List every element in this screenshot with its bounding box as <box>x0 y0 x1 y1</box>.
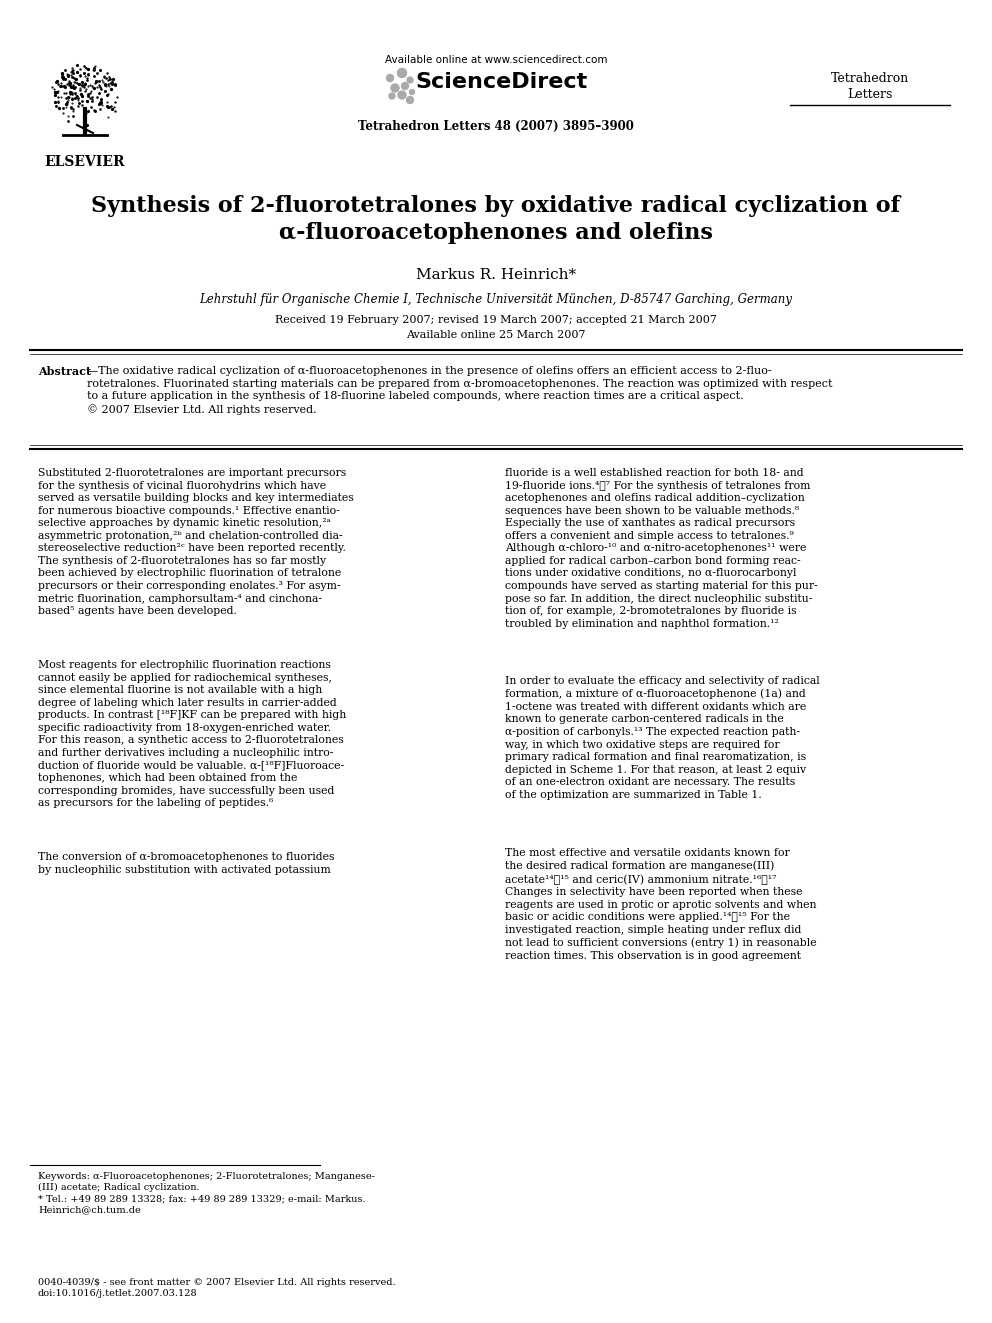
Text: 0040-4039/$ - see front matter © 2007 Elsevier Ltd. All rights reserved.
doi:10.: 0040-4039/$ - see front matter © 2007 El… <box>38 1278 396 1298</box>
Text: ELSEVIER: ELSEVIER <box>45 155 125 169</box>
Text: The most effective and versatile oxidants known for
the desired radical formatio: The most effective and versatile oxidant… <box>505 848 816 960</box>
Circle shape <box>402 82 409 90</box>
Text: Keywords: α-Fluoroacetophenones; 2-Fluorotetralones; Manganese-
(III) acetate; R: Keywords: α-Fluoroacetophenones; 2-Fluor… <box>38 1172 375 1215</box>
Text: α-fluoroacetophenones and olefins: α-fluoroacetophenones and olefins <box>279 222 713 243</box>
Text: —The oxidative radical cyclization of α-fluoroacetophenones in the presence of o: —The oxidative radical cyclization of α-… <box>87 366 832 415</box>
Text: fluoride is a well established reaction for both 18- and
19-fluoride ions.⁴‧⁷ Fo: fluoride is a well established reaction … <box>505 468 817 628</box>
Text: Lehrstuhl für Organische Chemie I, Technische Universität München, D-85747 Garch: Lehrstuhl für Organische Chemie I, Techn… <box>199 292 793 306</box>
Text: Synthesis of 2-fluorotetralones by oxidative radical cyclization of: Synthesis of 2-fluorotetralones by oxida… <box>91 194 901 217</box>
Circle shape <box>410 90 415 94</box>
Circle shape <box>387 74 394 82</box>
Circle shape <box>391 83 399 93</box>
Circle shape <box>407 97 414 103</box>
Text: Letters: Letters <box>847 89 893 101</box>
Text: Tetrahedron: Tetrahedron <box>831 71 909 85</box>
Circle shape <box>398 69 407 78</box>
Text: Available online at www.sciencedirect.com: Available online at www.sciencedirect.co… <box>385 56 607 65</box>
Text: Substituted 2-fluorotetralones are important precursors
for the synthesis of vic: Substituted 2-fluorotetralones are impor… <box>38 468 354 617</box>
Text: In order to evaluate the efficacy and selectivity of radical
formation, a mixtur: In order to evaluate the efficacy and se… <box>505 676 819 800</box>
Text: The conversion of α-bromoacetophenones to fluorides
by nucleophilic substitution: The conversion of α-bromoacetophenones t… <box>38 852 334 875</box>
Text: Abstract: Abstract <box>38 366 91 377</box>
Text: Received 19 February 2007; revised 19 March 2007; accepted 21 March 2007: Received 19 February 2007; revised 19 Ma… <box>275 315 717 325</box>
Circle shape <box>398 91 406 99</box>
Text: Markus R. Heinrich*: Markus R. Heinrich* <box>416 269 576 282</box>
Circle shape <box>389 93 395 99</box>
Text: Tetrahedron Letters 48 (2007) 3895–3900: Tetrahedron Letters 48 (2007) 3895–3900 <box>358 120 634 134</box>
Text: Most reagents for electrophilic fluorination reactions
cannot easily be applied : Most reagents for electrophilic fluorina… <box>38 660 346 808</box>
Circle shape <box>407 77 413 83</box>
Text: ScienceDirect: ScienceDirect <box>415 71 587 93</box>
Text: Available online 25 March 2007: Available online 25 March 2007 <box>407 329 585 340</box>
